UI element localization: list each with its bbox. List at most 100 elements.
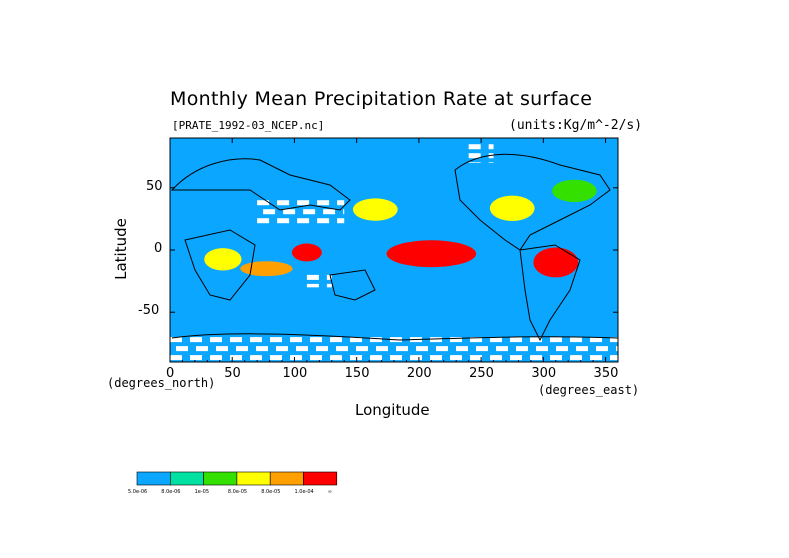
missing-cell-2-2 <box>468 153 481 159</box>
missing-cell-3-2 <box>306 283 319 288</box>
precip-region-3-level-4 <box>240 261 293 277</box>
chart-units: (units:Kg/m^-2/s) <box>509 118 643 133</box>
missing-cell-1-4 <box>337 200 345 206</box>
missing-cell-1-2 <box>297 200 310 206</box>
missing-cell-0-51 <box>270 355 282 361</box>
missing-cell-1-5 <box>263 209 276 215</box>
missing-cell-1-6 <box>283 209 296 215</box>
missing-cell-0-19 <box>550 337 562 343</box>
missing-cell-0-2 <box>210 337 222 343</box>
missing-cell-0-46 <box>170 355 182 361</box>
missing-cell-0-41 <box>536 346 548 352</box>
missing-cell-0-18 <box>530 337 542 343</box>
missing-cell-0-47 <box>190 355 202 361</box>
missing-cell-0-62 <box>490 355 502 361</box>
x-tick-label-300: 300 <box>531 366 557 381</box>
colorbar-label-5: 1.0e-04 <box>294 489 314 495</box>
missing-cell-0-59 <box>430 355 442 361</box>
missing-cell-1-12 <box>297 218 310 224</box>
tick-marks <box>169 138 618 362</box>
missing-cell-1-14 <box>337 218 345 224</box>
missing-cell-0-27 <box>256 346 268 352</box>
y-axis-units: (degrees_north) <box>107 376 216 390</box>
missing-cell-0-10 <box>370 337 382 343</box>
missing-cell-0-43 <box>576 346 588 352</box>
missing-cell-0-21 <box>590 337 602 343</box>
missing-cell-0-26 <box>236 346 248 352</box>
missing-cell-0-20 <box>570 337 582 343</box>
y-tick-label--50: -50 <box>138 303 160 319</box>
coastline-layer <box>170 153 619 342</box>
map-layer <box>170 138 618 362</box>
colorbar-label-1: 8.0e-06 <box>161 489 181 495</box>
missing-cell-1-1 <box>277 200 290 206</box>
missing-cell-0-14 <box>450 337 462 343</box>
precip-region-7-level-3 <box>204 248 242 271</box>
precip-region-5-level-3 <box>489 195 535 222</box>
colorbar-label-4: 8.0e-05 <box>261 489 281 495</box>
missing-cell-1-9 <box>343 209 345 215</box>
missing-cell-0-1 <box>190 337 202 343</box>
missing-cell-0-60 <box>450 355 462 361</box>
missing-cell-0-42 <box>556 346 568 352</box>
missing-cell-0-39 <box>496 346 508 352</box>
missing-cell-0-53 <box>310 355 322 361</box>
missing-cell-0-15 <box>470 337 482 343</box>
missing-cell-0-52 <box>290 355 302 361</box>
missing-cell-0-4 <box>250 337 262 343</box>
missing-cell-0-34 <box>396 346 408 352</box>
missing-cell-0-8 <box>330 337 342 343</box>
missing-cell-1-7 <box>303 209 316 215</box>
missing-cell-0-45 <box>616 346 618 352</box>
colorbar-label-3: 8.0e-05 <box>227 489 248 495</box>
missing-cell-0-36 <box>436 346 448 352</box>
missing-cell-0-17 <box>510 337 522 343</box>
x-tick-label-250: 250 <box>469 366 494 381</box>
missing-cell-0-29 <box>296 346 308 352</box>
missing-cell-0-5 <box>270 337 282 343</box>
missing-cell-0-44 <box>596 346 608 352</box>
colorbar-label-0: 5.0e-06 <box>128 489 148 495</box>
missing-cell-1-13 <box>317 218 330 224</box>
precip-region-2-level-5 <box>291 243 322 262</box>
missing-cell-2-4 <box>468 162 481 163</box>
colorbar-swatch-2 <box>203 471 238 486</box>
missing-cell-0-50 <box>250 355 262 361</box>
missing-cell-0-61 <box>470 355 482 361</box>
chart-title: Monthly Mean Precipitation Rate at surfa… <box>170 88 593 110</box>
missing-cell-0-16 <box>490 337 502 343</box>
missing-cell-1-3 <box>317 200 330 206</box>
precip-region-0-level-5 <box>386 240 477 268</box>
missing-cell-0-13 <box>430 337 442 343</box>
missing-cell-0-66 <box>570 355 582 361</box>
precip-region-1-level-5 <box>533 247 579 278</box>
x-tick-label-100: 100 <box>282 366 308 381</box>
missing-cell-0-54 <box>330 355 342 361</box>
missing-cell-2-0 <box>468 144 481 150</box>
x-tick-label-50: 50 <box>224 366 241 381</box>
missing-cell-0-23 <box>176 346 188 352</box>
missing-cell-0-30 <box>316 346 328 352</box>
x-tick-label-0: 0 <box>166 366 175 381</box>
missing-cell-0-3 <box>230 337 242 343</box>
missing-cell-0-65 <box>550 355 562 361</box>
missing-cell-0-35 <box>416 346 428 352</box>
missing-cell-3-3 <box>326 283 332 288</box>
missing-cell-1-10 <box>257 218 270 224</box>
missing-cell-0-0 <box>170 337 182 343</box>
x-tick-label-350: 350 <box>593 366 619 381</box>
missing-cell-0-37 <box>456 346 468 352</box>
missing-cell-1-11 <box>277 218 290 224</box>
missing-cell-0-31 <box>336 346 348 352</box>
missing-cell-0-55 <box>350 355 362 361</box>
colorbar <box>136 471 338 486</box>
x-tick-label-150: 150 <box>344 366 370 381</box>
precip-region-4-level-3 <box>352 198 398 221</box>
y-tick-label-50: 50 <box>146 178 163 194</box>
colorbar-swatch-4 <box>269 471 304 486</box>
missing-cell-1-8 <box>323 209 336 215</box>
missing-cell-0-28 <box>276 346 288 352</box>
x-tick-label-200: 200 <box>406 366 432 381</box>
missing-cell-3-1 <box>326 274 332 280</box>
missing-cell-0-56 <box>370 355 382 361</box>
